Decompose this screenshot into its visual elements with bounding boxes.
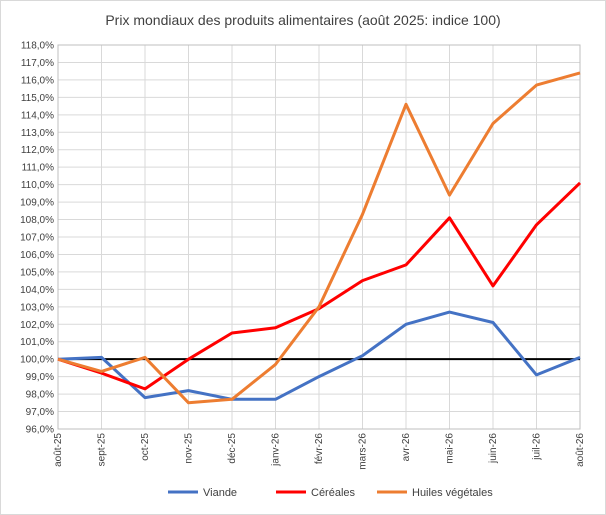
x-tick-label: juil-26 (532, 433, 543, 461)
y-tick-label: 104,0% (20, 285, 54, 296)
y-tick-label: 108,0% (20, 215, 54, 226)
y-tick-label: 99,0% (26, 372, 54, 383)
y-tick-label: 114,0% (21, 110, 54, 121)
x-axis-ticks: août-25 sept-25 oct-25 nov-25 déc-25 janv-26 f… (53, 433, 586, 470)
y-tick-label: 118,0% (21, 41, 54, 52)
x-tick-label: sept-25 (97, 433, 108, 467)
y-tick-label: 110,0% (21, 180, 54, 191)
chart-title: Prix mondiaux des produits alimentaires … (105, 12, 500, 28)
x-tick-label: mai-26 (445, 433, 456, 464)
x-tick-label: août-25 (53, 433, 64, 467)
x-tick-label: mars-26 (358, 433, 369, 470)
y-tick-label: 115,0% (21, 93, 54, 104)
x-tick-label: févr-26 (314, 433, 325, 465)
x-tick-label: août-26 (575, 433, 586, 467)
legend: Viande Céréales Huiles végétales (168, 487, 493, 499)
y-axis-ticks: 96,0% 97,0% 98,0% 99,0% 100,0% 101,0% 102,0% 10… (20, 41, 54, 436)
y-tick-label: 107,0% (20, 233, 54, 244)
series-line-2 (57, 71, 581, 405)
y-tick-label: 109,0% (20, 198, 54, 209)
y-tick-label: 117,0% (21, 58, 54, 69)
y-tick-label: 100,0% (20, 355, 54, 366)
y-tick-label: 116,0% (21, 75, 54, 86)
y-tick-label: 106,0% (20, 250, 54, 261)
y-tick-label: 103,0% (20, 302, 54, 313)
x-tick-label: oct-25 (140, 433, 151, 461)
y-tick-label: 113,0% (21, 128, 54, 139)
y-tick-label: 105,0% (20, 267, 54, 278)
series-line-0 (57, 310, 581, 401)
x-tick-label: juin-26 (488, 433, 499, 464)
y-tick-label: 112,0% (21, 145, 54, 156)
y-tick-label: 111,0% (22, 163, 55, 174)
plot-area-border (57, 44, 581, 430)
y-tick-label: 98,0% (26, 390, 54, 401)
grid-lines (57, 44, 581, 430)
series-lines (57, 71, 582, 405)
x-tick-label: nov-25 (184, 433, 195, 464)
legend-label-0: Viande (203, 487, 237, 499)
y-tick-label: 97,0% (26, 407, 54, 418)
x-tick-label: janv-26 (271, 433, 282, 467)
legend-label-2: Huiles végétales (412, 487, 493, 499)
y-tick-label: 101,0% (20, 337, 54, 348)
legend-label-1: Céréales (311, 487, 356, 499)
x-tick-label: avr-26 (401, 433, 412, 462)
x-tick-label: déc-25 (227, 433, 238, 464)
y-tick-label: 102,0% (20, 320, 54, 331)
y-tick-label: 96,0% (26, 425, 54, 436)
